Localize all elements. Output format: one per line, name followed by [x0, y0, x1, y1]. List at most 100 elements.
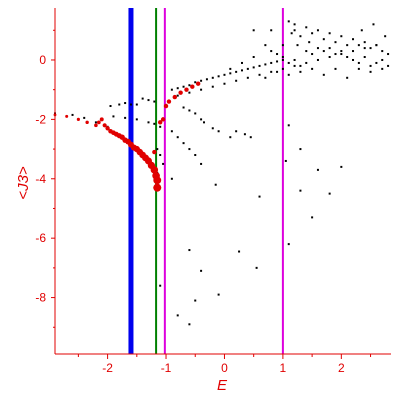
- red-data-point: [94, 123, 98, 128]
- x-axis-ticks: -2 -1 0 1 2: [77, 354, 372, 375]
- black-data-point: [124, 116, 127, 119]
- black-data-point: [316, 58, 319, 61]
- red-data-point: [160, 117, 166, 122]
- black-data-point: [299, 148, 302, 151]
- black-data-point: [83, 116, 86, 119]
- black-data-point: [246, 67, 249, 70]
- black-data-point: [375, 61, 378, 64]
- black-data-point: [369, 64, 372, 67]
- black-data-point: [176, 136, 179, 139]
- black-data-point: [252, 56, 255, 59]
- red-data-point: [105, 126, 110, 131]
- black-data-point: [200, 88, 203, 91]
- black-data-point: [340, 53, 343, 56]
- black-data-point: [276, 60, 279, 63]
- x-tick-label: -1: [161, 361, 172, 375]
- black-point-series: [54, 20, 390, 326]
- black-data-point: [71, 113, 74, 116]
- black-data-point: [214, 183, 217, 186]
- black-data-point: [264, 76, 267, 79]
- vertical-reference-lines: [128, 8, 284, 354]
- black-data-point: [352, 58, 355, 61]
- red-data-point: [96, 120, 101, 125]
- black-data-point: [264, 44, 267, 47]
- red-data-point: [152, 149, 157, 155]
- black-data-point: [357, 67, 360, 70]
- black-data-point: [203, 121, 206, 124]
- black-data-point: [276, 53, 279, 56]
- black-data-point: [296, 44, 299, 47]
- black-data-point: [200, 79, 203, 82]
- black-data-point: [159, 125, 162, 128]
- black-data-point: [322, 38, 325, 41]
- black-data-point: [153, 100, 156, 103]
- black-data-point: [387, 53, 390, 56]
- black-data-point: [328, 192, 331, 195]
- black-data-point: [346, 44, 349, 47]
- black-data-point: [387, 64, 390, 67]
- y-tick-label: -6: [35, 231, 46, 245]
- y-tick-label: -2: [35, 112, 46, 126]
- black-data-point: [194, 112, 197, 115]
- black-data-point: [284, 159, 287, 162]
- black-data-point: [188, 109, 191, 112]
- black-data-point: [270, 70, 273, 73]
- black-data-point: [246, 76, 249, 79]
- black-data-point: [156, 148, 159, 151]
- black-data-point: [287, 61, 290, 64]
- red-point-series: [53, 81, 201, 192]
- black-data-point: [363, 47, 366, 50]
- black-data-point: [258, 73, 261, 76]
- black-data-point: [200, 162, 203, 165]
- black-data-point: [346, 76, 349, 79]
- black-data-point: [328, 47, 331, 50]
- black-data-point: [334, 67, 337, 70]
- black-data-point: [281, 67, 284, 70]
- black-data-point: [281, 44, 284, 47]
- black-data-point: [381, 67, 384, 70]
- red-data-point: [190, 84, 195, 89]
- black-data-point: [235, 70, 238, 73]
- black-data-point: [360, 29, 363, 32]
- black-data-point: [240, 61, 243, 64]
- black-data-point: [281, 56, 284, 59]
- black-data-point: [305, 61, 308, 64]
- black-data-point: [311, 32, 314, 35]
- black-data-point: [182, 142, 185, 145]
- black-data-point: [211, 85, 214, 88]
- black-data-point: [252, 66, 255, 69]
- black-data-point: [182, 106, 185, 109]
- black-data-point: [308, 41, 311, 44]
- black-data-point: [94, 121, 97, 124]
- black-data-point: [162, 162, 165, 165]
- black-data-point: [384, 35, 387, 38]
- black-data-point: [311, 67, 314, 70]
- black-data-point: [188, 249, 191, 252]
- black-data-point: [147, 121, 150, 124]
- black-data-point: [217, 130, 220, 133]
- black-data-point: [243, 133, 246, 136]
- black-data-point: [217, 293, 220, 296]
- black-data-point: [194, 299, 197, 302]
- x-axis-title: E: [217, 377, 228, 394]
- red-data-point: [157, 120, 163, 125]
- black-data-point: [153, 122, 156, 125]
- x-tick-label: -2: [102, 361, 113, 375]
- black-data-point: [229, 72, 232, 75]
- black-data-point: [305, 26, 308, 29]
- black-data-point: [322, 73, 325, 76]
- black-data-point: [322, 50, 325, 53]
- black-data-point: [299, 35, 302, 38]
- red-data-point: [153, 176, 162, 185]
- x-tick-label: 0: [221, 361, 228, 375]
- black-data-point: [299, 64, 302, 67]
- black-data-point: [316, 29, 319, 32]
- y-axis-title: <J3>: [15, 166, 32, 200]
- black-data-point: [170, 88, 173, 91]
- black-data-point: [211, 127, 214, 130]
- black-data-point: [200, 269, 203, 272]
- black-data-point: [159, 154, 162, 157]
- axes: [54, 8, 391, 355]
- black-data-point: [287, 73, 290, 76]
- black-data-point: [240, 69, 243, 72]
